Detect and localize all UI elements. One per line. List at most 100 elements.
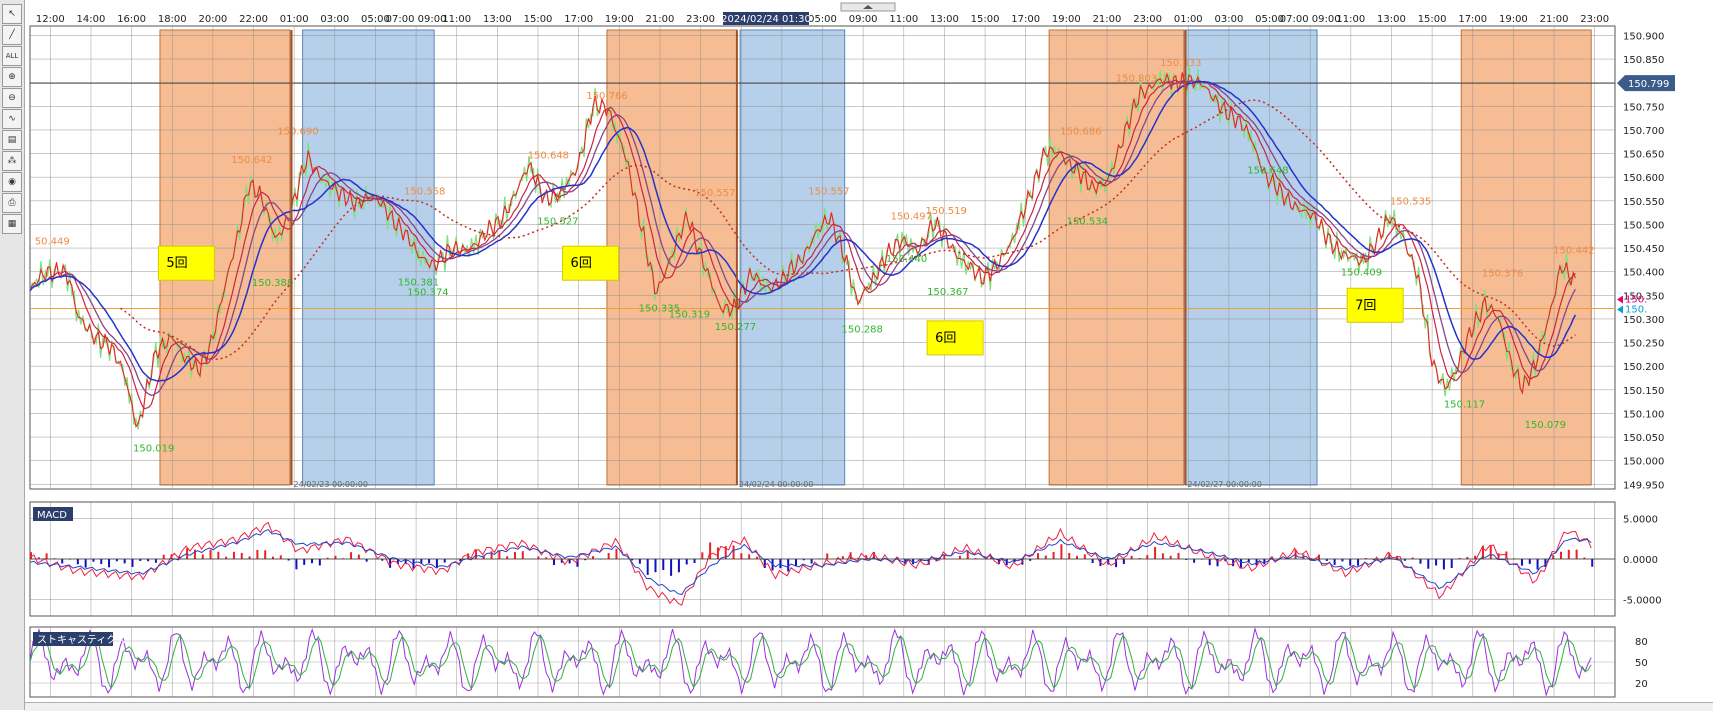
x-tick-label: 05:00 bbox=[808, 14, 837, 25]
macd-histogram-bar bbox=[662, 559, 664, 570]
price-annotation: 150.642 bbox=[231, 155, 272, 166]
y-tick-label: 150.700 bbox=[1623, 126, 1664, 137]
macd-histogram-bar bbox=[1060, 544, 1062, 559]
price-annotation: 150.648 bbox=[1247, 165, 1288, 176]
all-tool-icon[interactable]: ALL bbox=[2, 46, 22, 66]
price-annotation: 150.766 bbox=[586, 91, 627, 102]
macd-histogram-bar bbox=[1045, 556, 1047, 559]
session-box-orange bbox=[1461, 30, 1591, 485]
note-box-label: 5回 bbox=[166, 256, 187, 271]
macd-histogram-bar bbox=[1521, 559, 1523, 566]
current-price-label: 150.799 bbox=[1628, 79, 1669, 90]
macd-histogram-bar bbox=[1419, 559, 1421, 564]
price-annotation: 150.367 bbox=[927, 287, 968, 298]
price-panel: 50.449150.019150.642150.388150.690150.55… bbox=[30, 12, 1675, 491]
macd-histogram-bar bbox=[522, 551, 524, 559]
macd-histogram-bar bbox=[811, 559, 813, 564]
x-tick-label: 11:00 bbox=[1336, 14, 1365, 25]
x-tick-label: 01:00 bbox=[280, 14, 309, 25]
macd-histogram-bar bbox=[1053, 552, 1055, 559]
macd-histogram-bar bbox=[1498, 553, 1500, 559]
macd-histogram-bar bbox=[795, 559, 797, 566]
print-icon[interactable]: ⎙ bbox=[2, 193, 22, 213]
macd-histogram-bar bbox=[592, 556, 594, 559]
data-window-icon[interactable]: ▤ bbox=[2, 130, 22, 150]
macd-histogram-bar bbox=[1357, 559, 1359, 566]
cursor-icon[interactable]: ↖ bbox=[2, 4, 22, 24]
scroll-tab[interactable] bbox=[841, 3, 895, 11]
price-annotation: 50.449 bbox=[35, 236, 70, 247]
view-icon[interactable]: ◉ bbox=[2, 172, 22, 192]
macd-histogram-bar bbox=[1037, 553, 1039, 559]
macd-histogram-bar bbox=[1240, 559, 1242, 568]
macd-histogram-bar bbox=[163, 555, 165, 559]
macd-histogram-bar bbox=[1123, 559, 1125, 564]
macd-histogram-bar bbox=[217, 552, 219, 559]
price-annotation: 150.388 bbox=[252, 278, 293, 289]
macd-histogram-bar bbox=[1334, 559, 1336, 565]
y-tick-label: 150.150 bbox=[1623, 386, 1664, 397]
macd-histogram-bar bbox=[280, 555, 282, 559]
y-tick-label: 150.550 bbox=[1623, 197, 1664, 208]
session-box-orange bbox=[1049, 30, 1184, 485]
zoom-in-icon[interactable]: ⊕ bbox=[2, 67, 22, 87]
price-annotation: 150.535 bbox=[1390, 197, 1431, 208]
chart-area[interactable]: 50.449150.019150.642150.388150.690150.55… bbox=[25, 0, 1713, 702]
indicator-icon[interactable]: ⁂ bbox=[2, 151, 22, 171]
x-tick-label: 20:00 bbox=[198, 14, 227, 25]
x-tick-label: 22:00 bbox=[239, 14, 268, 25]
macd-histogram-bar bbox=[733, 545, 735, 559]
x-tick-label: 15:00 bbox=[524, 14, 553, 25]
y-tick-label: 150.200 bbox=[1623, 362, 1664, 373]
x-tick-label: 13:00 bbox=[1377, 14, 1406, 25]
macd-histogram-bar bbox=[959, 556, 961, 559]
session-box-blue bbox=[303, 30, 435, 485]
macd-histogram-bar bbox=[1154, 547, 1156, 559]
chart-type-icon[interactable]: ∿ bbox=[2, 109, 22, 129]
line-tool-icon[interactable]: ╱ bbox=[2, 25, 22, 45]
macd-histogram-bar bbox=[202, 554, 204, 559]
macd-histogram-bar bbox=[1490, 546, 1492, 559]
macd-histogram-bar bbox=[210, 549, 212, 559]
y-tick-label: 150.000 bbox=[1623, 457, 1664, 468]
current-price-tag: 150.799 bbox=[1617, 75, 1675, 91]
macd-histogram-bar bbox=[428, 559, 430, 563]
x-tick-label: 19:00 bbox=[605, 14, 634, 25]
price-annotation: 150.686 bbox=[1060, 127, 1101, 138]
grid-layout-icon[interactable]: ▦ bbox=[2, 214, 22, 234]
macd-histogram-bar bbox=[1349, 559, 1351, 566]
x-tick-label: 01:00 bbox=[1174, 14, 1203, 25]
macd-histogram-bar bbox=[514, 552, 516, 559]
price-annotation: 150.079 bbox=[1525, 420, 1566, 431]
macd-histogram-bar bbox=[1537, 559, 1539, 570]
macd-histogram-bar bbox=[1146, 555, 1148, 559]
zoom-out-icon[interactable]: ⊖ bbox=[2, 88, 22, 108]
y-tick-label: 150.050 bbox=[1623, 433, 1664, 444]
price-annotation: 150.803 bbox=[1116, 74, 1157, 85]
macd-histogram-bar bbox=[1451, 559, 1453, 568]
price-annotation: 150.019 bbox=[133, 444, 174, 455]
price-annotation: 150.557 bbox=[694, 188, 735, 199]
macd-histogram-bar bbox=[358, 555, 360, 559]
price-annotation: 150.527 bbox=[537, 216, 578, 227]
y-tick-label: 150.500 bbox=[1623, 220, 1664, 231]
macd-histogram-bar bbox=[1068, 553, 1070, 559]
y-tick-label: 150.850 bbox=[1623, 55, 1664, 66]
price-annotation: 150.558 bbox=[404, 187, 445, 198]
x-tick-label: 13:00 bbox=[483, 14, 512, 25]
price-annotation: 150.117 bbox=[1444, 400, 1485, 411]
macd-histogram-bar bbox=[108, 559, 110, 567]
x-tick-label: 11:00 bbox=[889, 14, 918, 25]
x-tick-label: 12:00 bbox=[36, 14, 65, 25]
macd-histogram-bar bbox=[194, 550, 196, 559]
macd-histogram-bar bbox=[670, 559, 672, 576]
stochastics-y-tick-label: 80 bbox=[1635, 637, 1648, 648]
macd-histogram-bar bbox=[85, 559, 87, 568]
macd-histogram-bar bbox=[444, 559, 446, 563]
macd-histogram-bar bbox=[1131, 556, 1133, 559]
x-tick-label: 07:00 09:00 bbox=[1280, 14, 1341, 25]
macd-histogram-bar bbox=[1552, 555, 1554, 559]
price-annotation: 150.319 bbox=[669, 310, 710, 321]
macd-y-tick-label: -5.0000 bbox=[1623, 596, 1662, 607]
